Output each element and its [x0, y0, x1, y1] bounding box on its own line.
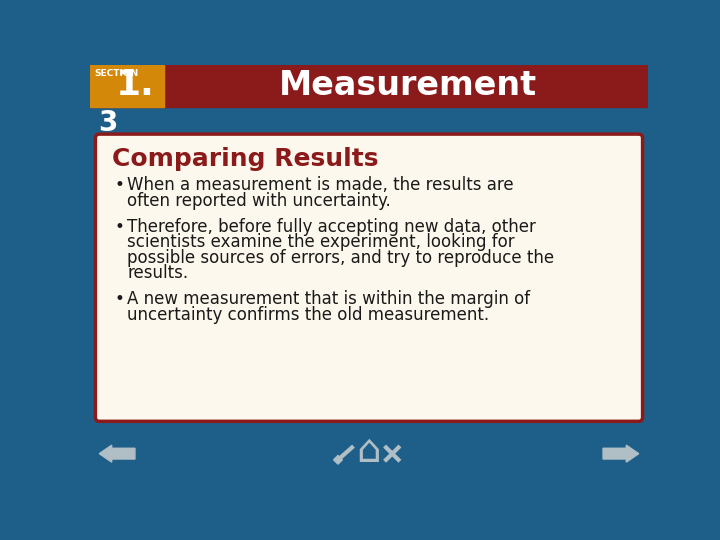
Text: SECTION: SECTION	[94, 70, 139, 78]
Bar	[90, 65, 648, 107]
Text: •: •	[114, 177, 125, 194]
Text: When a measurement is made, the results are: When a measurement is made, the results …	[127, 177, 514, 194]
Bar	[333, 455, 343, 464]
Bar	[90, 65, 163, 107]
Text: ⌂: ⌂	[356, 431, 382, 470]
Text: often reported with uncertainty.: often reported with uncertainty.	[127, 192, 391, 210]
FancyBboxPatch shape	[96, 134, 642, 421]
Text: scientists examine the experiment, looking for: scientists examine the experiment, looki…	[127, 233, 515, 252]
Text: uncertainty confirms the old measurement.: uncertainty confirms the old measurement…	[127, 306, 490, 324]
Text: results.: results.	[127, 264, 189, 282]
Text: Therefore, before fully accepting new data, other: Therefore, before fully accepting new da…	[127, 218, 536, 236]
Text: •: •	[114, 291, 125, 308]
Text: possible sources of errors, and try to reproduce the: possible sources of errors, and try to r…	[127, 249, 554, 267]
Text: Measurement: Measurement	[279, 70, 537, 103]
Text: •: •	[114, 218, 125, 236]
Text: 3: 3	[98, 109, 117, 137]
Text: 1.: 1.	[117, 68, 155, 102]
Text: Comparing Results: Comparing Results	[112, 147, 378, 171]
FancyArrow shape	[603, 445, 639, 462]
Text: A new measurement that is within the margin of: A new measurement that is within the mar…	[127, 291, 531, 308]
FancyArrow shape	[99, 445, 135, 462]
